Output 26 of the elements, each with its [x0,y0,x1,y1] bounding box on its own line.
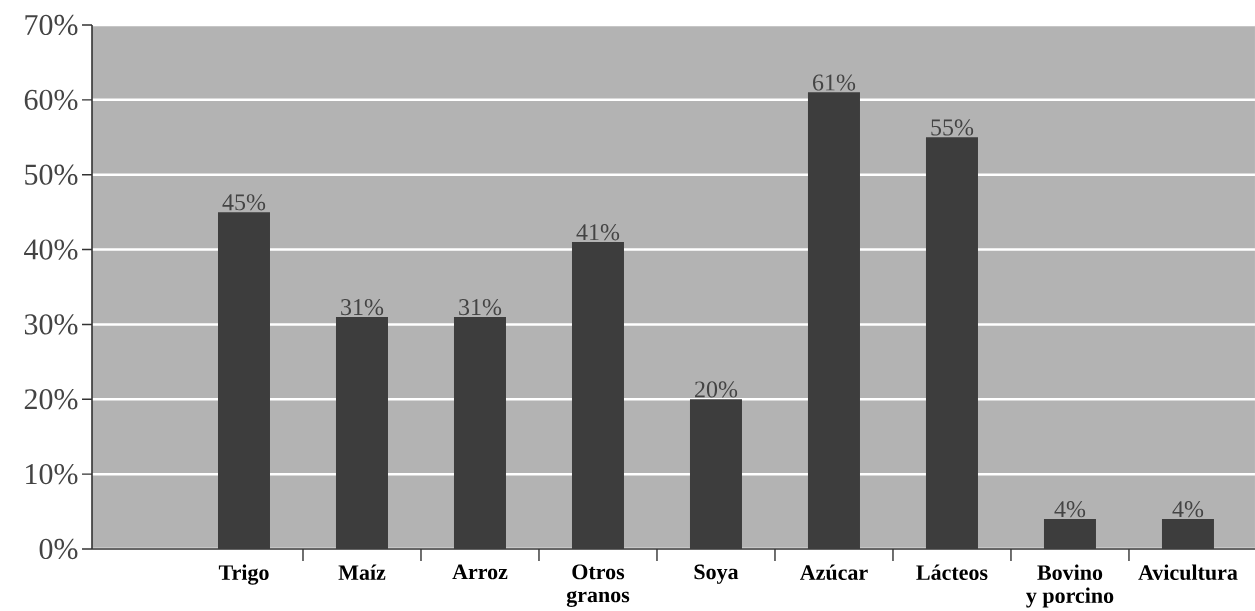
x-tick-label: Lácteos [916,564,988,581]
data-label: 31% [459,298,502,316]
x-tick-label: Soya [694,564,739,584]
y-tick-label: 70% [25,14,78,36]
data-label: 61% [813,74,856,91]
x-tick-label: Maíz [338,564,386,581]
y-tick-label: 60% [24,89,78,111]
data-label: 4% [1054,501,1086,518]
data-label: 55% [931,119,974,136]
x-tick-label: Avicultura [1138,564,1238,581]
data-label: 45% [222,194,266,211]
data-label: 4% [1172,501,1204,518]
y-tick-label: 40% [24,239,78,260]
y-tick-label: 0% [39,538,78,560]
x-tick-label: Trigo [218,564,269,585]
x-tick-label: Bovino y porcino [1026,564,1114,608]
data-label: 41% [576,224,620,241]
y-tick-label: 20% [24,389,78,410]
x-tick-label: Azúcar [799,564,868,581]
y-tick-label: 30% [24,314,78,335]
y-tick-label: 10% [26,463,78,485]
data-label: 20% [695,381,738,398]
x-tick-label: Otros granos [566,564,630,607]
x-tick-label: Arroz [452,564,508,580]
y-tick-label: 50% [25,164,78,185]
data-label: 31% [341,298,384,316]
